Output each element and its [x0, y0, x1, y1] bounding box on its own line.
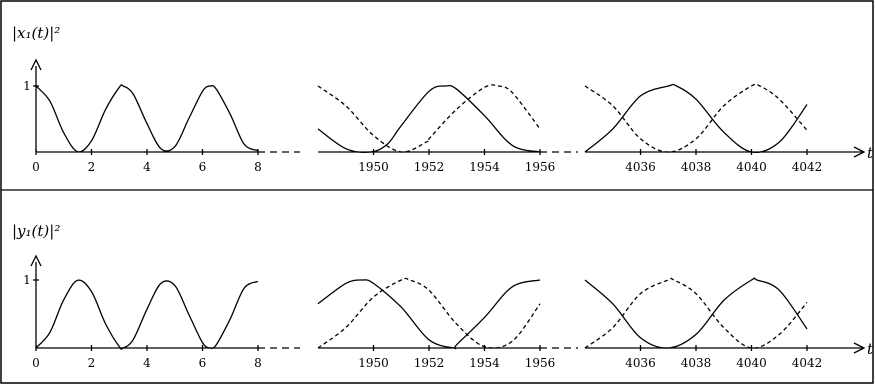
x-tick-label: 1950 — [358, 160, 389, 174]
dashed-curve — [317, 84, 541, 153]
x-tick-label: 4042 — [792, 160, 823, 174]
x-tick-label: 6 — [199, 356, 207, 370]
x-tick-label: 1954 — [469, 356, 500, 370]
x-tick-label: 6 — [199, 160, 207, 174]
dashed-curve — [584, 83, 808, 153]
x-tick-label: 4 — [143, 160, 151, 174]
x-tick-label: 0 — [32, 356, 40, 370]
x-tick-label: 4040 — [736, 356, 767, 370]
y-axis-arrow — [30, 58, 42, 71]
solid-curve — [584, 83, 808, 154]
x-tick-label: 4038 — [681, 356, 712, 370]
x-tick-label: 2 — [88, 160, 96, 174]
x-tick-label: 8 — [254, 160, 262, 174]
y-tick-label: 1 — [23, 79, 31, 93]
solid-curve — [317, 84, 541, 154]
solid-curve — [584, 277, 808, 349]
x-tick-label: 4036 — [625, 356, 656, 370]
x-axis-label: t — [867, 340, 874, 358]
x-tick-label: 1950 — [358, 356, 389, 370]
x-tick-label: 4038 — [681, 160, 712, 174]
y-tick-label: 1 — [23, 273, 31, 287]
x-tick-label: 1952 — [414, 356, 445, 370]
x-tick-label: 4 — [143, 356, 151, 370]
y-axis-arrow — [30, 254, 42, 267]
x-tick-label: 1956 — [525, 356, 556, 370]
y-axis-label: |y₁(t)|² — [12, 222, 60, 240]
solid-curve — [35, 84, 259, 153]
x-tick-label: 4042 — [792, 356, 823, 370]
x-tick-label: 4036 — [625, 160, 656, 174]
x-tick-label: 1954 — [469, 160, 500, 174]
x-axis-label: t — [867, 144, 874, 162]
y-axis-label: |x₁(t)|² — [12, 24, 60, 42]
x-axis-arrow — [853, 146, 866, 158]
plots-layer: |x₁(t)|² 1 t 0 2 4 6 8 1950 1952 1954 1956 4036 4038 4… — [12, 24, 874, 370]
x-tick-label: 4040 — [736, 160, 767, 174]
x-tick-label: 1956 — [525, 160, 556, 174]
solid-curve — [317, 279, 541, 350]
x-tick-label: 2 — [88, 356, 96, 370]
dashed-curve — [317, 277, 541, 349]
solid-curve — [35, 279, 259, 350]
x-axis-arrow — [853, 342, 866, 354]
x-tick-label: 1952 — [414, 160, 445, 174]
dashed-curve — [584, 277, 808, 349]
x-tick-label: 8 — [254, 356, 262, 370]
x-tick-label: 0 — [32, 160, 40, 174]
